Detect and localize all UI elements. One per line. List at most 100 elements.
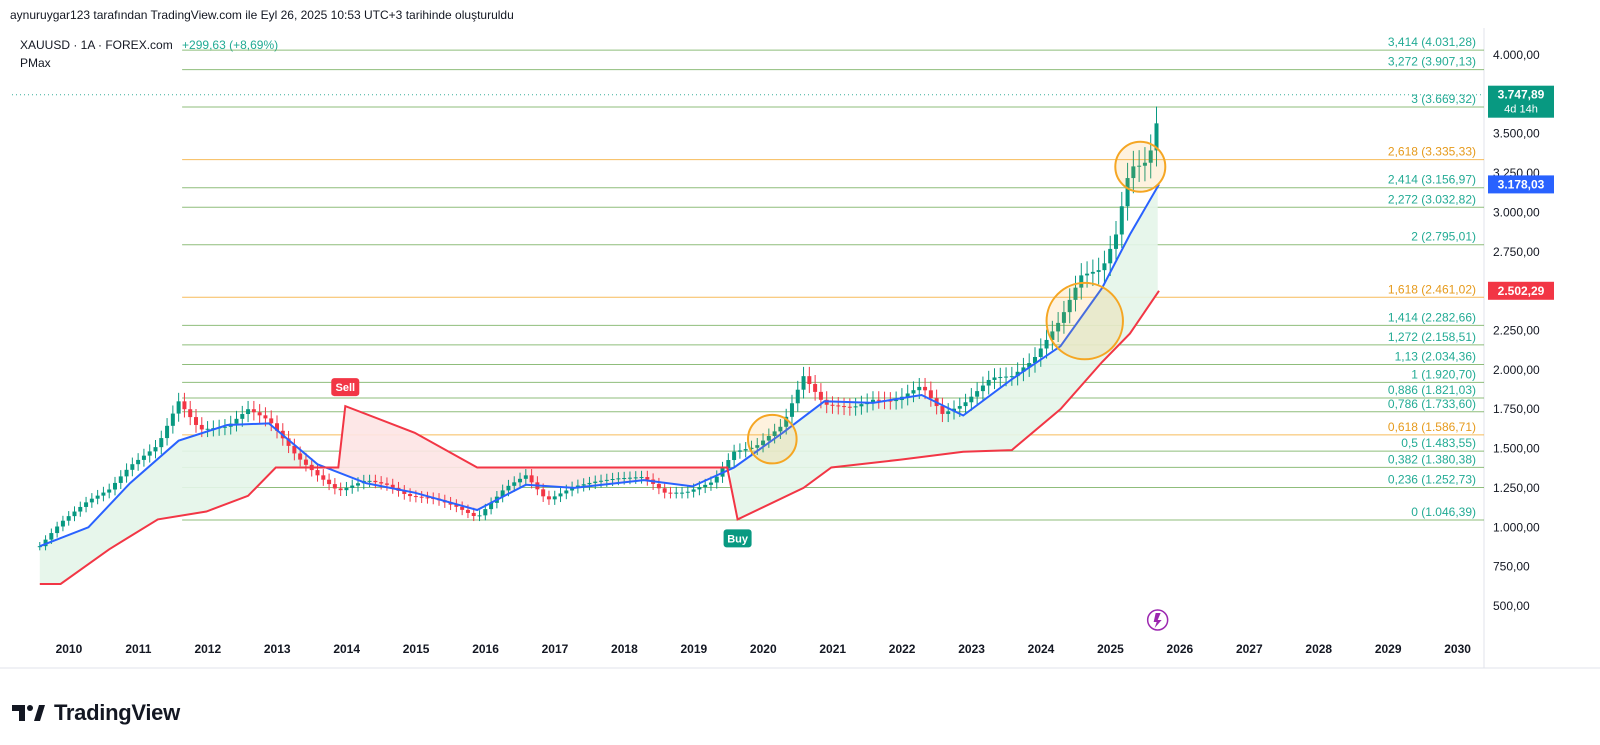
- candle-body[interactable]: [95, 495, 100, 499]
- candle-body[interactable]: [356, 483, 361, 486]
- candle-body[interactable]: [714, 476, 719, 483]
- candle-body[interactable]: [917, 386, 922, 391]
- candle-body[interactable]: [1085, 273, 1090, 276]
- candle-body[interactable]: [49, 533, 54, 540]
- candle-body[interactable]: [118, 476, 123, 483]
- price-badge[interactable]: [1488, 281, 1554, 300]
- candle-body[interactable]: [697, 487, 702, 490]
- candle-body[interactable]: [570, 487, 575, 491]
- candle-body[interactable]: [801, 376, 806, 390]
- candle-body[interactable]: [980, 385, 985, 392]
- candle-body[interactable]: [761, 440, 766, 446]
- candle-body[interactable]: [564, 490, 569, 494]
- candle-body[interactable]: [107, 489, 112, 493]
- candle-body[interactable]: [656, 483, 661, 489]
- candle-body[interactable]: [321, 475, 326, 480]
- candle-body[interactable]: [778, 426, 783, 432]
- candle-body[interactable]: [170, 413, 175, 426]
- candle-body[interactable]: [859, 404, 864, 407]
- candle-body[interactable]: [1102, 263, 1107, 271]
- candle-body[interactable]: [373, 480, 378, 483]
- candle-body[interactable]: [807, 376, 812, 385]
- candle-body[interactable]: [1131, 166, 1136, 179]
- price-badge[interactable]: [1488, 175, 1554, 194]
- candle-body[interactable]: [89, 498, 94, 503]
- price-chart[interactable]: 3,414 (4.031,28) 3,272 (3.907,13) 3 (3.669…: [0, 28, 1600, 678]
- candle-body[interactable]: [1032, 357, 1037, 364]
- candle-body[interactable]: [726, 460, 731, 469]
- candle-body[interactable]: [870, 399, 875, 402]
- candle-body[interactable]: [818, 391, 823, 400]
- candle-body[interactable]: [911, 390, 916, 394]
- candle-body[interactable]: [292, 445, 297, 454]
- candle-body[interactable]: [165, 425, 170, 439]
- candle-body[interactable]: [789, 403, 794, 417]
- candle-body[interactable]: [905, 393, 910, 397]
- candle-body[interactable]: [928, 390, 933, 399]
- candle-body[interactable]: [176, 401, 181, 414]
- buy-signal[interactable]: [723, 529, 752, 548]
- candle-body[interactable]: [465, 509, 470, 513]
- candle-body[interactable]: [1004, 376, 1009, 378]
- candle-body[interactable]: [784, 416, 789, 427]
- candle-body[interactable]: [367, 480, 372, 482]
- candle-body[interactable]: [610, 479, 615, 481]
- candle-body[interactable]: [813, 384, 818, 392]
- candle-body[interactable]: [523, 475, 528, 479]
- candle-body[interactable]: [685, 491, 690, 493]
- candle-body[interactable]: [604, 479, 609, 481]
- candle-body[interactable]: [703, 484, 708, 488]
- ma-line[interactable]: [39, 183, 1160, 548]
- candle-body[interactable]: [668, 492, 673, 494]
- pmax-line[interactable]: [39, 290, 1160, 585]
- candle-body[interactable]: [755, 445, 760, 448]
- candle-body[interactable]: [558, 493, 563, 497]
- candle-body[interactable]: [72, 511, 77, 517]
- candle-body[interactable]: [998, 377, 1003, 379]
- candle-body[interactable]: [344, 487, 349, 491]
- candle-body[interactable]: [477, 515, 482, 517]
- price-badge[interactable]: [1488, 85, 1554, 118]
- candle-body[interactable]: [749, 447, 754, 450]
- candle-body[interactable]: [141, 455, 146, 460]
- candle-body[interactable]: [454, 504, 459, 507]
- candle-body[interactable]: [633, 477, 638, 479]
- candle-body[interactable]: [616, 478, 621, 480]
- candle-body[interactable]: [327, 479, 332, 485]
- candle-body[interactable]: [587, 482, 592, 485]
- candle-body[interactable]: [627, 477, 632, 479]
- candle-body[interactable]: [743, 449, 748, 451]
- candle-body[interactable]: [188, 409, 193, 418]
- candle-body[interactable]: [269, 418, 274, 424]
- candle-body[interactable]: [1067, 299, 1072, 313]
- highlight-circle[interactable]: [1045, 281, 1124, 361]
- candle-body[interactable]: [1073, 287, 1078, 300]
- candle-body[interactable]: [691, 489, 696, 492]
- candle-body[interactable]: [315, 470, 320, 476]
- candle-body[interactable]: [379, 482, 384, 484]
- candle-body[interactable]: [338, 488, 343, 491]
- candle-body[interactable]: [529, 475, 534, 483]
- candle-body[interactable]: [205, 428, 210, 430]
- candle-body[interactable]: [263, 415, 268, 419]
- candle-body[interactable]: [923, 386, 928, 391]
- candle-body[interactable]: [159, 438, 164, 448]
- candle-body[interactable]: [1038, 348, 1043, 358]
- candle-body[interactable]: [286, 438, 291, 446]
- candle-body[interactable]: [888, 400, 893, 402]
- candle-body[interactable]: [940, 406, 945, 414]
- candle-body[interactable]: [546, 496, 551, 500]
- candle-body[interactable]: [413, 496, 418, 498]
- candle-body[interactable]: [836, 405, 841, 407]
- candle-body[interactable]: [963, 402, 968, 407]
- candle-body[interactable]: [842, 406, 847, 408]
- candle-body[interactable]: [1096, 270, 1101, 272]
- candle-body[interactable]: [622, 478, 627, 480]
- candle-body[interactable]: [112, 482, 117, 490]
- candle-body[interactable]: [599, 480, 604, 482]
- candle-body[interactable]: [332, 484, 337, 489]
- candle-body[interactable]: [222, 426, 227, 428]
- candle-body[interactable]: [194, 417, 198, 425]
- candle-body[interactable]: [350, 485, 355, 488]
- candle-body[interactable]: [512, 482, 517, 486]
